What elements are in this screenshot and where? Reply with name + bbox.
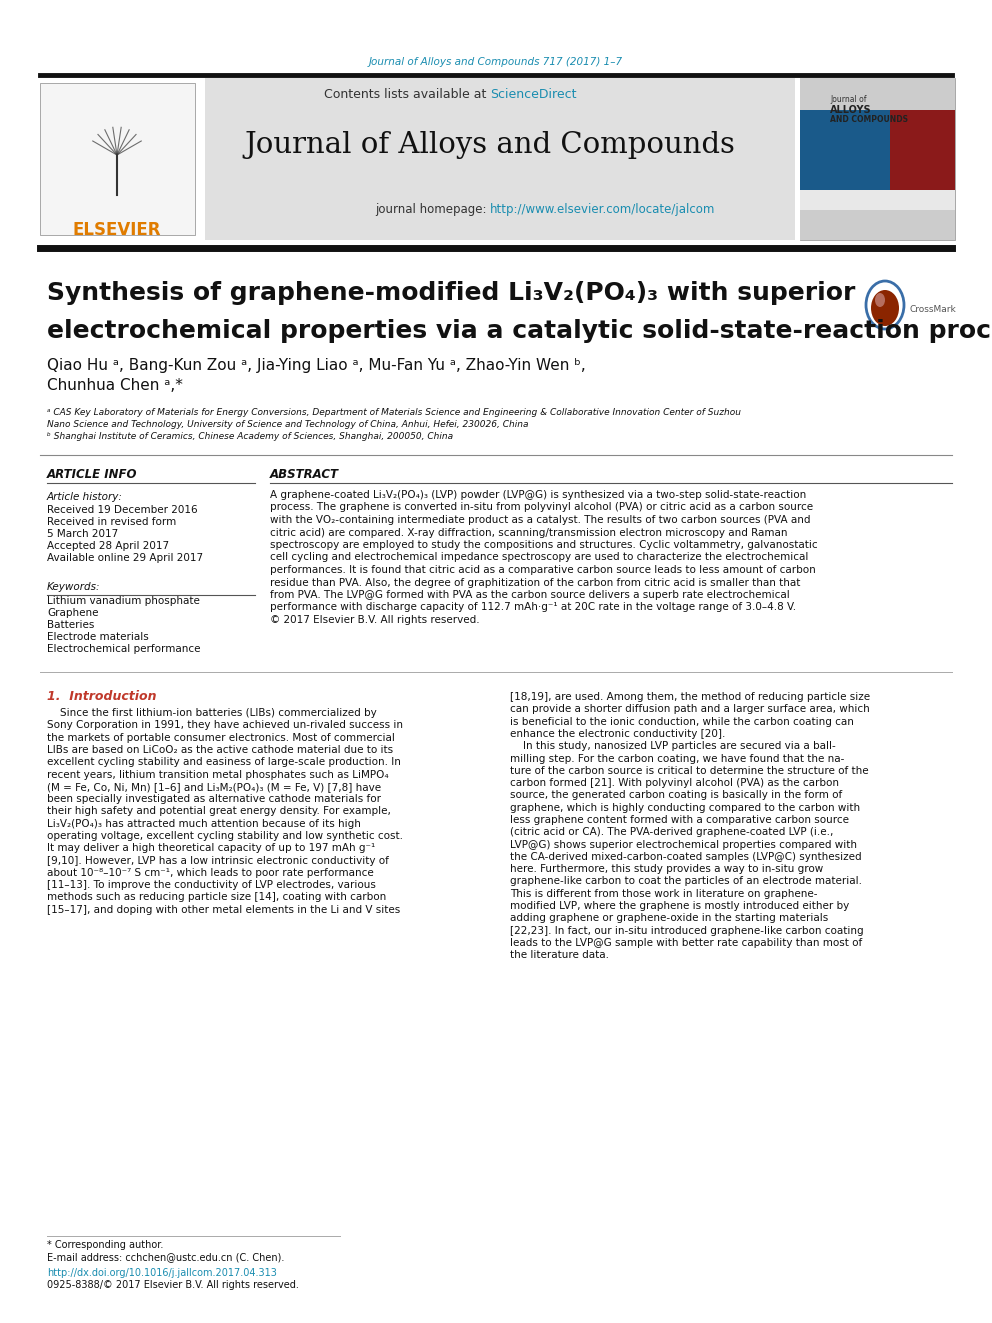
Bar [800,191,955,210]
Text: graphene-like carbon to coat the particles of an electrode material.: graphene-like carbon to coat the particl… [510,877,862,886]
Text: their high safety and potential great energy density. For example,: their high safety and potential great en… [47,807,391,816]
Bar [800,210,955,239]
Text: been specially investigated as alternative cathode materials for: been specially investigated as alternati… [47,794,381,804]
Text: Received 19 December 2016: Received 19 December 2016 [47,505,197,515]
Text: ᵇ Shanghai Institute of Ceramics, Chinese Academy of Sciences, Shanghai, 200050,: ᵇ Shanghai Institute of Ceramics, Chines… [47,433,453,441]
Text: LVP@G) shows superior electrochemical properties compared with: LVP@G) shows superior electrochemical pr… [510,840,857,849]
Text: Lithium vanadium phosphate: Lithium vanadium phosphate [47,595,199,606]
Text: * Corresponding author.: * Corresponding author. [47,1240,164,1250]
Text: from PVA. The LVP@G formed with PVA as the carbon source delivers a superb rate : from PVA. The LVP@G formed with PVA as t… [270,590,790,601]
Text: can provide a shorter diffusion path and a larger surface area, which: can provide a shorter diffusion path and… [510,704,870,714]
Text: performance with discharge capacity of 112.7 mAh·g⁻¹ at 20C rate in the voltage : performance with discharge capacity of 1… [270,602,797,613]
Ellipse shape [871,290,899,325]
Text: http://www.elsevier.com/locate/jalcom: http://www.elsevier.com/locate/jalcom [490,204,715,217]
Text: here. Furthermore, this study provides a way to in-situ grow: here. Furthermore, this study provides a… [510,864,823,875]
Text: Electrode materials: Electrode materials [47,632,149,642]
Text: LIBs are based on LiCoO₂ as the active cathode material due to its: LIBs are based on LiCoO₂ as the active c… [47,745,393,755]
Text: Received in revised form: Received in revised form [47,517,177,527]
Bar [205,78,795,239]
Text: This is different from those work in literature on graphene-: This is different from those work in lit… [510,889,817,898]
Text: ABSTRACT: ABSTRACT [270,468,339,482]
Text: electrochemical properties via a catalytic solid-state-reaction process: electrochemical properties via a catalyt… [47,319,992,343]
Text: residue than PVA. Also, the degree of graphitization of the carbon from citric a: residue than PVA. Also, the degree of gr… [270,578,801,587]
Text: spectroscopy are employed to study the compositions and structures. Cyclic volta: spectroscopy are employed to study the c… [270,540,817,550]
Bar [40,83,195,235]
Text: CrossMark: CrossMark [910,306,956,315]
Text: Journal of Alloys and Compounds 717 (2017) 1–7: Journal of Alloys and Compounds 717 (201… [369,57,623,67]
Text: less graphene content formed with a comparative carbon source: less graphene content formed with a comp… [510,815,849,826]
Text: Qiao Hu ᵃ, Bang-Kun Zou ᵃ, Jia-Ying Liao ᵃ, Mu-Fan Yu ᵃ, Zhao-Yin Wen ᵇ,: Qiao Hu ᵃ, Bang-Kun Zou ᵃ, Jia-Ying Liao… [47,359,585,373]
Text: (citric acid or CA). The PVA-derived graphene-coated LVP (i.e.,: (citric acid or CA). The PVA-derived gra… [510,827,833,837]
Text: Nano Science and Technology, University of Science and Technology of China, Anhu: Nano Science and Technology, University … [47,419,529,429]
Text: with the VO₂-containing intermediate product as a catalyst. The results of two c: with the VO₂-containing intermediate pro… [270,515,810,525]
Text: 5 March 2017: 5 March 2017 [47,529,118,538]
Text: Journal of Alloys and Compounds: Journal of Alloys and Compounds [245,131,735,159]
Text: In this study, nanosized LVP particles are secured via a ball-: In this study, nanosized LVP particles a… [510,741,835,751]
Text: the literature data.: the literature data. [510,950,609,960]
Text: excellent cycling stability and easiness of large-scale production. In: excellent cycling stability and easiness… [47,757,401,767]
Text: [22,23]. In fact, our in-situ introduced graphene-like carbon coating: [22,23]. In fact, our in-situ introduced… [510,926,864,935]
Text: Accepted 28 April 2017: Accepted 28 April 2017 [47,541,169,550]
Text: methods such as reducing particle size [14], coating with carbon: methods such as reducing particle size [… [47,893,386,902]
Text: about 10⁻⁸–10⁻⁷ S cm⁻¹, which leads to poor rate performance: about 10⁻⁸–10⁻⁷ S cm⁻¹, which leads to p… [47,868,374,878]
Bar [890,110,955,191]
Text: Since the first lithium-ion batteries (LIBs) commercialized by: Since the first lithium-ion batteries (L… [47,708,377,718]
Text: Contents lists available at: Contents lists available at [323,89,490,102]
Text: E-mail address: cchchen@ustc.edu.cn (C. Chen).: E-mail address: cchchen@ustc.edu.cn (C. … [47,1252,285,1262]
Text: adding graphene or graphene-oxide in the starting materials: adding graphene or graphene-oxide in the… [510,913,828,923]
Text: Batteries: Batteries [47,620,94,630]
Text: ALLOYS: ALLOYS [830,105,872,115]
Text: [15–17], and doping with other metal elements in the Li and V sites: [15–17], and doping with other metal ele… [47,905,400,914]
Text: the CA-derived mixed-carbon-coated samples (LVP@C) synthesized: the CA-derived mixed-carbon-coated sampl… [510,852,862,861]
Text: [9,10]. However, LVP has a low intrinsic electronic conductivity of: [9,10]. However, LVP has a low intrinsic… [47,856,389,865]
Text: A graphene-coated Li₃V₂(PO₄)₃ (LVP) powder (LVP@G) is synthesized via a two-step: A graphene-coated Li₃V₂(PO₄)₃ (LVP) powd… [270,490,806,500]
Text: Electrochemical performance: Electrochemical performance [47,644,200,654]
Text: Sony Corporation in 1991, they have achieved un-rivaled success in: Sony Corporation in 1991, they have achi… [47,720,403,730]
Text: Graphene: Graphene [47,609,98,618]
Text: milling step. For the carbon coating, we have found that the na-: milling step. For the carbon coating, we… [510,754,844,763]
Bar [800,78,955,110]
Text: process. The graphene is converted in-situ from polyvinyl alcohol (PVA) or citri: process. The graphene is converted in-si… [270,503,813,512]
Text: 0925-8388/© 2017 Elsevier B.V. All rights reserved.: 0925-8388/© 2017 Elsevier B.V. All right… [47,1279,299,1290]
Text: cell cycling and electrochemical impedance spectroscopy are used to characterize: cell cycling and electrochemical impedan… [270,553,808,562]
Text: journal homepage:: journal homepage: [375,204,490,217]
Text: © 2017 Elsevier B.V. All rights reserved.: © 2017 Elsevier B.V. All rights reserved… [270,615,479,624]
Text: ScienceDirect: ScienceDirect [490,89,576,102]
Text: citric acid) are compared. X-ray diffraction, scanning/transmission electron mic: citric acid) are compared. X-ray diffrac… [270,528,788,537]
Text: the markets of portable consumer electronics. Most of commercial: the markets of portable consumer electro… [47,733,395,742]
Text: ARTICLE INFO: ARTICLE INFO [47,468,138,482]
Bar [800,110,890,191]
Text: operating voltage, excellent cycling stability and low synthetic cost.: operating voltage, excellent cycling sta… [47,831,403,841]
Text: is beneficial to the ionic conduction, while the carbon coating can: is beneficial to the ionic conduction, w… [510,717,854,726]
Text: modified LVP, where the graphene is mostly introduced either by: modified LVP, where the graphene is most… [510,901,849,912]
Text: It may deliver a high theoretical capacity of up to 197 mAh g⁻¹: It may deliver a high theoretical capaci… [47,843,375,853]
Text: ᵃ CAS Key Laboratory of Materials for Energy Conversions, Department of Material: ᵃ CAS Key Laboratory of Materials for En… [47,407,741,417]
Text: 1.  Introduction: 1. Introduction [47,691,157,703]
Text: performances. It is found that citric acid as a comparative carbon source leads : performances. It is found that citric ac… [270,565,815,576]
Text: [11–13]. To improve the conductivity of LVP electrodes, various: [11–13]. To improve the conductivity of … [47,880,376,890]
Text: (M = Fe, Co, Ni, Mn) [1–6] and Li₃M₂(PO₄)₃ (M = Fe, V) [7,8] have: (M = Fe, Co, Ni, Mn) [1–6] and Li₃M₂(PO₄… [47,782,381,791]
Text: source, the generated carbon coating is basically in the form of: source, the generated carbon coating is … [510,790,842,800]
Ellipse shape [875,292,885,307]
Text: [18,19], are used. Among them, the method of reducing particle size: [18,19], are used. Among them, the metho… [510,692,870,703]
Text: AND COMPOUNDS: AND COMPOUNDS [830,115,908,124]
Text: Synthesis of graphene-modified Li₃V₂(PO₄)₃ with superior: Synthesis of graphene-modified Li₃V₂(PO₄… [47,280,855,306]
Text: recent years, lithium transition metal phosphates such as LiMPO₄: recent years, lithium transition metal p… [47,770,389,779]
Text: Article history:: Article history: [47,492,123,501]
Text: Chunhua Chen ᵃ,*: Chunhua Chen ᵃ,* [47,378,183,393]
Bar [800,78,955,239]
Text: ture of the carbon source is critical to determine the structure of the: ture of the carbon source is critical to… [510,766,869,775]
Text: leads to the LVP@G sample with better rate capability than most of: leads to the LVP@G sample with better ra… [510,938,862,949]
Text: Keywords:: Keywords: [47,582,100,591]
Text: enhance the electronic conductivity [20].: enhance the electronic conductivity [20]… [510,729,725,740]
Text: carbon formed [21]. With polyvinyl alcohol (PVA) as the carbon: carbon formed [21]. With polyvinyl alcoh… [510,778,839,789]
Text: graphene, which is highly conducting compared to the carbon with: graphene, which is highly conducting com… [510,803,860,812]
Text: Li₃V₂(PO₄)₃ has attracted much attention because of its high: Li₃V₂(PO₄)₃ has attracted much attention… [47,819,361,828]
Text: http://dx.doi.org/10.1016/j.jallcom.2017.04.313: http://dx.doi.org/10.1016/j.jallcom.2017… [47,1267,277,1278]
Text: Journal of: Journal of [830,95,866,105]
Text: ELSEVIER: ELSEVIER [72,221,162,239]
Text: Available online 29 April 2017: Available online 29 April 2017 [47,553,203,564]
